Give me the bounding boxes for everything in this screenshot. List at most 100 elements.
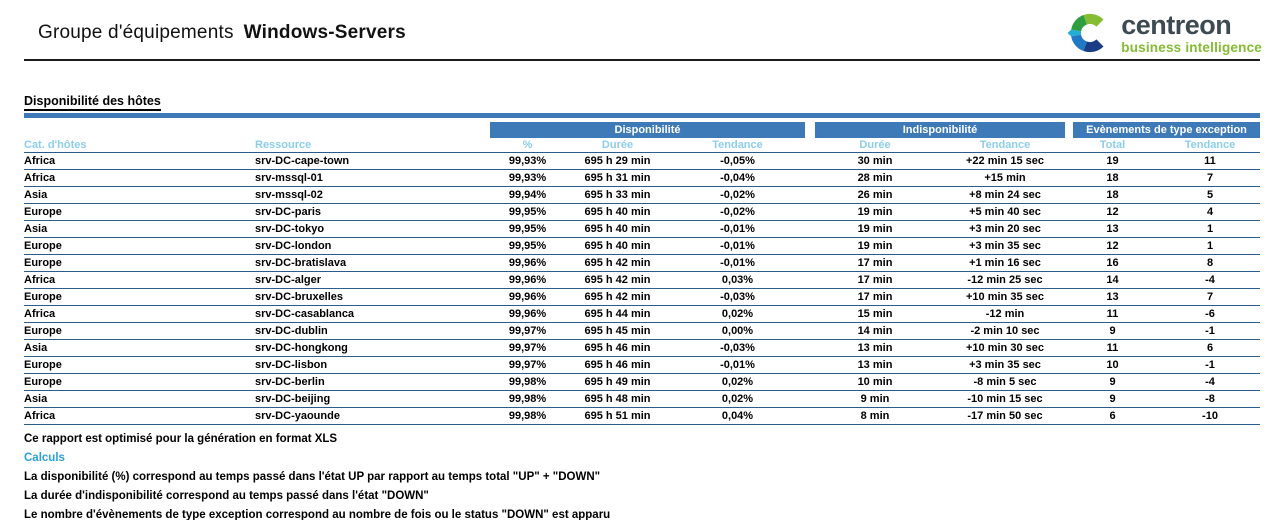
calc-line-1: La disponibilité (%) correspond au temps…: [24, 471, 601, 483]
cell-cat-hotes: Europe: [24, 257, 62, 269]
cell-tendance-dispo: -0,05%: [720, 155, 755, 167]
header-divider: [24, 59, 1260, 61]
page-title-name: Windows-Servers: [243, 22, 406, 43]
cell-tendance-evt: 1: [1206, 223, 1214, 235]
cell-tendance-indispo: -8 min 5 sec: [973, 376, 1037, 388]
cell-ressource: srv-DC-yaounde: [255, 410, 340, 422]
cell-percent: 99,97%: [508, 359, 547, 371]
cell-duree-dispo: 695 h 40 min: [584, 240, 651, 252]
cell-tendance-evt: 7: [1206, 172, 1214, 184]
cell-tendance-indispo: +3 min 35 sec: [969, 240, 1041, 252]
cell-tendance-evt: -6: [1205, 308, 1215, 320]
cell-tendance-evt: -4: [1205, 274, 1215, 286]
cell-percent: 99,93%: [508, 172, 547, 184]
cell-ressource: srv-DC-tokyo: [255, 223, 325, 235]
cell-total: 12: [1106, 240, 1119, 252]
cell-total: 9: [1109, 325, 1116, 337]
cell-cat-hotes: Europe: [24, 240, 62, 252]
cell-total: 12: [1106, 206, 1119, 218]
table-row: Europe srv-DC-dublin 99,97% 695 h 45 min…: [24, 323, 1260, 340]
cell-ressource: srv-DC-paris: [255, 206, 322, 218]
cell-tendance-dispo: 0,00%: [721, 325, 754, 337]
cell-duree-dispo: 695 h 51 min: [584, 410, 651, 422]
table-row: Europe srv-DC-bruxelles 99,96% 695 h 42 …: [24, 289, 1260, 306]
report-footer: Ce rapport est optimisé pour la générati…: [24, 430, 1260, 520]
cell-ressource: srv-DC-berlin: [255, 376, 325, 388]
table-row: Asia srv-DC-beijing 99,98% 695 h 48 min …: [24, 391, 1260, 408]
cell-duree-indispo: 14 min: [857, 325, 893, 337]
cell-tendance-dispo: -0,04%: [720, 172, 755, 184]
cell-tendance-dispo: 0,02%: [721, 393, 754, 405]
cell-tendance-dispo: 0,02%: [721, 376, 754, 388]
cell-tendance-dispo: -0,01%: [720, 223, 755, 235]
cell-total: 9: [1109, 376, 1116, 388]
cell-duree-dispo: 695 h 42 min: [584, 291, 651, 303]
table-row: Africa srv-mssql-01 99,93% 695 h 31 min …: [24, 170, 1260, 187]
cell-total: 16: [1106, 257, 1119, 269]
cell-duree-indispo: 17 min: [857, 274, 893, 286]
cell-tendance-indispo: +5 min 40 sec: [969, 206, 1041, 218]
cell-total: 6: [1109, 410, 1116, 422]
cell-duree-indispo: 17 min: [857, 291, 893, 303]
cell-duree-indispo: 8 min: [860, 410, 890, 422]
cell-duree-indispo: 19 min: [857, 206, 893, 218]
cell-tendance-indispo: +10 min 30 sec: [966, 342, 1044, 354]
cell-duree-indispo: 10 min: [857, 376, 893, 388]
cell-tendance-evt: 11: [1204, 155, 1216, 167]
table-row: Europe srv-DC-lisbon 99,97% 695 h 46 min…: [24, 357, 1260, 374]
section-accent-bar: [24, 113, 1260, 118]
cell-duree-dispo: 695 h 46 min: [584, 342, 651, 354]
cell-duree-indispo: 28 min: [857, 172, 893, 184]
cell-percent: 99,97%: [508, 325, 547, 337]
calc-line-2: La durée d'indisponibilité correspond au…: [24, 490, 429, 502]
cell-percent: 99,96%: [508, 257, 547, 269]
cell-cat-hotes: Europe: [24, 376, 62, 388]
cell-percent: 99,98%: [508, 410, 547, 422]
cell-ressource: srv-DC-cape-town: [255, 155, 350, 167]
cell-duree-dispo: 695 h 42 min: [584, 274, 651, 286]
cell-duree-dispo: 695 h 40 min: [584, 206, 651, 218]
cell-tendance-indispo: -2 min 10 sec: [970, 325, 1040, 337]
cell-ressource: srv-DC-hongkong: [255, 342, 348, 354]
cell-percent: 99,93%: [508, 155, 547, 167]
cell-tendance-evt: 6: [1206, 342, 1214, 354]
column-header-duree-dispo: Durée: [601, 139, 634, 151]
column-header-ressource: Ressource: [255, 139, 312, 151]
cell-percent: 99,95%: [508, 223, 547, 235]
cell-duree-dispo: 695 h 40 min: [584, 223, 651, 235]
column-header-total: Total: [1099, 139, 1126, 151]
table-row: Africa srv-DC-yaounde 99,98% 695 h 51 mi…: [24, 408, 1260, 425]
cell-tendance-evt: -1: [1205, 325, 1215, 337]
cell-total: 13: [1106, 291, 1119, 303]
cell-cat-hotes: Europe: [24, 359, 62, 371]
cell-total: 19: [1106, 155, 1119, 167]
page-title-prefix: Groupe d'équipements: [38, 22, 234, 43]
table-row: Africa srv-DC-alger 99,96% 695 h 42 min …: [24, 272, 1260, 289]
cell-ressource: srv-DC-lisbon: [255, 359, 328, 371]
table-group-header-row: Disponibilité Indisponibilité Evènements…: [24, 122, 1260, 138]
page-title: Groupe d'équipements Windows-Servers: [38, 22, 406, 44]
cell-tendance-evt: 4: [1206, 206, 1214, 218]
cell-tendance-evt: 7: [1206, 291, 1214, 303]
availability-table-body: Africa srv-DC-cape-town 99,93% 695 h 29 …: [24, 153, 1260, 425]
cell-tendance-evt: 8: [1206, 257, 1214, 269]
cell-percent: 99,96%: [508, 274, 547, 286]
table-row: Europe srv-DC-berlin 99,98% 695 h 49 min…: [24, 374, 1260, 391]
cell-duree-dispo: 695 h 31 min: [584, 172, 651, 184]
column-header-tendance-indispo: Tendance: [979, 139, 1031, 151]
cell-cat-hotes: Africa: [24, 172, 56, 184]
cell-tendance-dispo: -0,01%: [720, 240, 755, 252]
cell-percent: 99,94%: [508, 189, 547, 201]
brand-name: centreon: [1121, 9, 1232, 40]
cell-ressource: srv-DC-beijing: [255, 393, 331, 405]
cell-cat-hotes: Asia: [24, 223, 48, 235]
cell-percent: 99,98%: [508, 393, 547, 405]
cell-ressource: srv-DC-bratislava: [255, 257, 347, 269]
cell-tendance-indispo: +1 min 16 sec: [969, 257, 1041, 269]
cell-duree-indispo: 17 min: [857, 257, 893, 269]
table-row: Africa srv-DC-cape-town 99,93% 695 h 29 …: [24, 153, 1260, 170]
cell-percent: 99,95%: [508, 206, 547, 218]
cell-cat-hotes: Africa: [24, 308, 56, 320]
cell-tendance-dispo: -0,03%: [720, 342, 755, 354]
